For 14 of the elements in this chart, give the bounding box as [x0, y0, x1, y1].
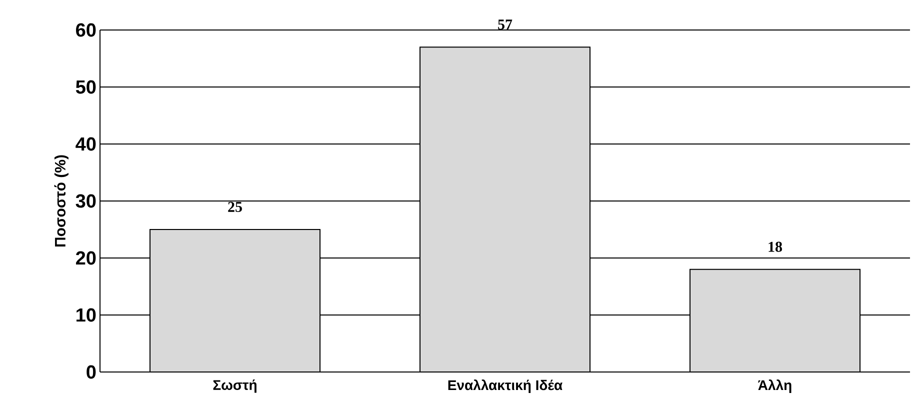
- x-tick-label: Εναλλακτική Ιδέα: [448, 380, 562, 393]
- y-tick-label: 0: [86, 365, 96, 379]
- y-tick-label: 10: [76, 308, 96, 322]
- y-tick-label: 50: [76, 80, 96, 94]
- data-label: 25: [228, 202, 242, 212]
- y-tick-label: 40: [76, 137, 96, 151]
- y-axis-title: Ποσοστό (%): [54, 155, 68, 247]
- data-label: 57: [498, 20, 512, 30]
- x-tick-label: Άλλη: [758, 380, 792, 393]
- x-tick-label: Σωστή: [213, 380, 256, 393]
- data-label: 18: [768, 242, 782, 252]
- y-tick-label: 20: [76, 251, 96, 265]
- y-tick-label: 60: [76, 23, 96, 37]
- y-tick-label: 30: [76, 194, 96, 208]
